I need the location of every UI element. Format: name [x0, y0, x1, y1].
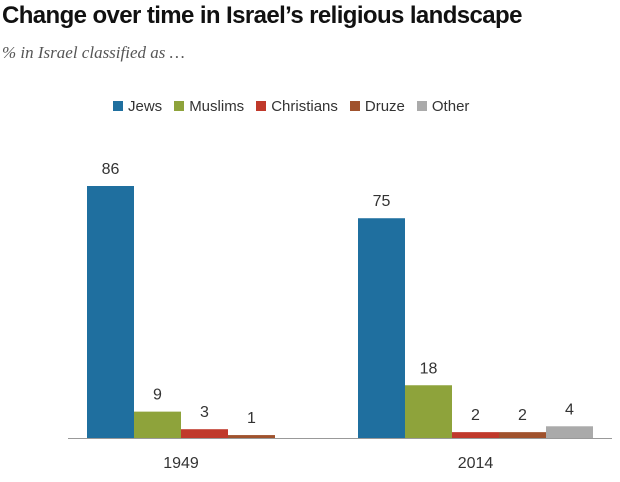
legend-label-muslims: Muslims [189, 97, 245, 115]
legend-swatch-jews [113, 101, 123, 111]
bar-christians-1949 [181, 429, 228, 438]
legend-swatch-christians [256, 101, 267, 111]
category-label-2014: 2014 [458, 455, 494, 472]
bar-muslims-1949 [134, 411, 181, 438]
bar-druze-1949 [228, 435, 275, 438]
legend-item-druze: Druze [349, 97, 405, 115]
bar-label-druze-2014: 2 [518, 407, 527, 424]
legend-item-jews: Jews [113, 98, 162, 115]
legend: Jews Muslims Christians Druze Other [113, 96, 481, 116]
bar-muslims-2014 [405, 385, 452, 438]
bar-label-muslims-2014: 18 [420, 360, 438, 377]
legend-swatch-druze [349, 101, 360, 111]
legend-item-christians: Christians [256, 98, 338, 115]
bar-label-druze-1949: 1 [247, 410, 256, 427]
legend-label-druze: Druze [364, 97, 405, 115]
legend-swatch-muslims [174, 101, 185, 111]
bar-label-christians-1949: 3 [200, 404, 209, 421]
legend-label-jews: Jews [128, 97, 163, 115]
bar-label-muslims-1949: 9 [153, 387, 162, 404]
bar-other-2014 [546, 426, 593, 438]
bar-druze-2014 [499, 432, 546, 438]
bar-label-other-2014: 4 [565, 401, 574, 418]
category-label-1949: 1949 [163, 455, 199, 472]
chart-subtitle: % in Israel classified as … [2, 43, 185, 62]
bar-jews-1949 [87, 186, 134, 438]
chart-title: Change over time in Israel’s religious l… [2, 2, 522, 29]
bar-label-christians-2014: 2 [471, 407, 480, 424]
bar-christians-2014 [452, 432, 499, 438]
legend-item-other: Other [416, 97, 470, 115]
bar-label-jews-2014: 75 [373, 193, 391, 210]
bar-label-jews-1949: 86 [102, 161, 120, 178]
legend-label-christians: Christians [271, 97, 338, 115]
legend-swatch-other [416, 101, 427, 111]
legend-item-muslims: Muslims [174, 98, 244, 115]
bar-jews-2014 [358, 218, 405, 438]
legend-label-other: Other [431, 97, 470, 115]
